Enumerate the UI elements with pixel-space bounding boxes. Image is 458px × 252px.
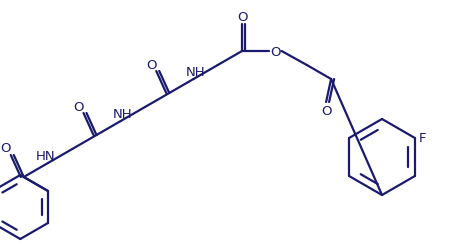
Text: O: O <box>0 142 11 155</box>
Text: NH: NH <box>185 65 205 78</box>
Text: F: F <box>419 132 427 145</box>
Text: NH: NH <box>113 107 132 120</box>
Text: O: O <box>73 100 84 113</box>
Text: O: O <box>321 104 331 117</box>
Text: O: O <box>146 58 157 71</box>
Text: O: O <box>270 45 281 58</box>
Text: O: O <box>238 11 248 23</box>
Text: HN: HN <box>36 149 56 162</box>
